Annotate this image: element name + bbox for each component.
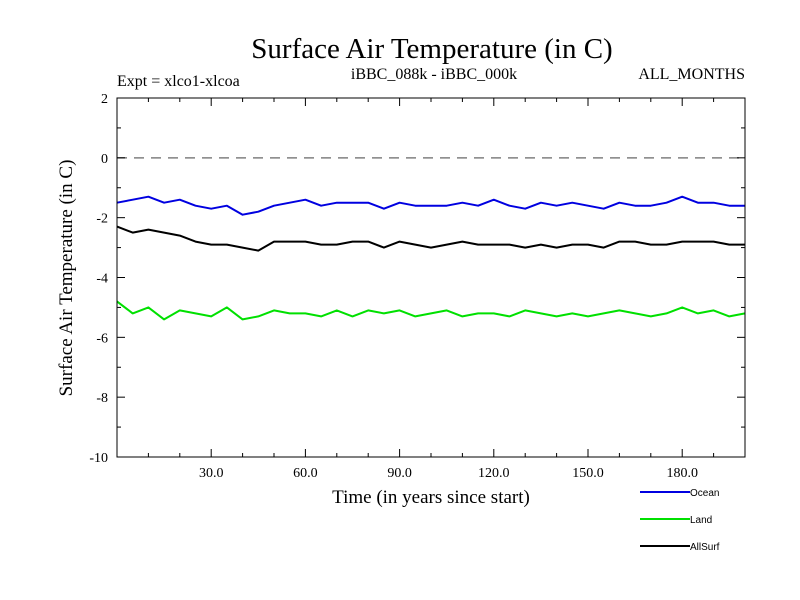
y-tick-label: 0 xyxy=(101,152,108,167)
x-tick-label: 180.0 xyxy=(666,466,698,481)
x-tick-label: 90.0 xyxy=(387,466,412,481)
experiment-label: Expt = xlco1-xlcoa xyxy=(117,73,240,90)
y-axis-label: Surface Air Temperature (in C) xyxy=(56,160,77,397)
x-tick-label: 60.0 xyxy=(293,466,318,481)
x-axis-label: Time (in years since start) xyxy=(332,487,530,508)
series-line-allsurf xyxy=(116,225,745,252)
x-tick-label: 150.0 xyxy=(572,466,604,481)
comparison-label: iBBC_088k - iBBC_000k xyxy=(351,66,517,83)
legend: Ocean Land AllSurf xyxy=(640,488,720,553)
series-layer xyxy=(116,195,746,321)
y-tick-label: -4 xyxy=(96,272,108,287)
y-tick-label: -8 xyxy=(96,391,108,406)
legend-label-ocean: Ocean xyxy=(690,488,719,499)
y-tick-label: -6 xyxy=(96,331,108,346)
y-tick-label: 2 xyxy=(101,92,108,107)
legend-label-land: Land xyxy=(690,515,712,526)
plot-frame xyxy=(116,97,746,458)
y-tick-label: -10 xyxy=(89,451,108,466)
months-label: ALL_MONTHS xyxy=(638,66,745,83)
x-tick-label: 30.0 xyxy=(199,466,224,481)
series-line-ocean xyxy=(116,195,745,216)
axis-layer: -10 -8 -6 -4 -2 0 2 30.0 60.0 90.0 120.0 150.0 180.0 xyxy=(89,92,745,481)
legend-label-allsurf: AllSurf xyxy=(690,542,720,553)
y-tick-label: -2 xyxy=(96,212,108,227)
x-tick-label: 120.0 xyxy=(478,466,510,481)
series-line-land xyxy=(116,300,746,321)
chart-title: Surface Air Temperature (in C) xyxy=(251,33,612,65)
